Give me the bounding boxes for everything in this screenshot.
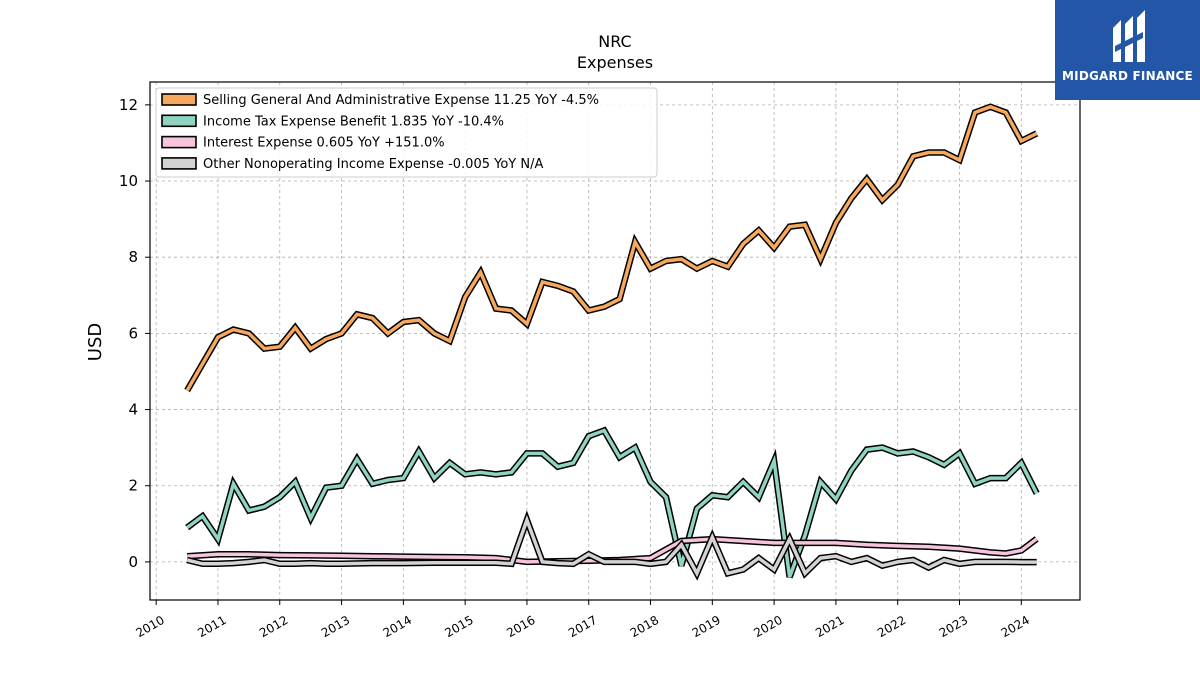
y-tick-label: 8 — [128, 248, 138, 266]
chart-subtitle: Expenses — [577, 53, 653, 72]
y-tick-label: 12 — [119, 96, 138, 114]
legend-label: Interest Expense 0.605 YoY +151.0% — [203, 136, 445, 151]
legend-label: Selling General And Administrative Expen… — [203, 93, 599, 108]
midgard-logo-mark-icon — [1113, 10, 1145, 62]
legend-label: Income Tax Expense Benefit 1.835 YoY -10… — [203, 114, 504, 129]
legend-swatch — [161, 135, 197, 149]
x-tick-label: 2024 — [999, 613, 1032, 640]
plot-frame — [149, 81, 1081, 601]
x-tick-label: 2012 — [257, 613, 290, 640]
x-tick-label: 2014 — [381, 613, 414, 640]
series-3 — [186, 510, 1037, 581]
legend-swatch — [161, 114, 197, 128]
midgard-finance-logo: MIDGARD FINANCE — [1055, 0, 1200, 100]
legend: Selling General And Administrative Expen… — [155, 87, 658, 178]
x-tick-label: 2020 — [751, 613, 784, 640]
x-tick-label: 2022 — [875, 613, 908, 640]
series-line — [185, 104, 1038, 392]
series-layer — [184, 103, 1040, 581]
y-tick-label: 2 — [128, 477, 138, 495]
legend-swatch — [161, 157, 197, 170]
x-tick-label: 2017 — [566, 613, 599, 640]
x-tick-label: 2010 — [133, 613, 166, 640]
x-tick-label: 2016 — [504, 613, 537, 640]
x-tick-label: 2019 — [690, 613, 723, 640]
y-tick-label: 4 — [128, 401, 138, 419]
x-tick-label: 2011 — [195, 613, 228, 640]
series-line — [186, 428, 1039, 578]
y-axis-label: USD — [85, 323, 106, 361]
x-tick-label: 2015 — [442, 613, 475, 640]
legend-box — [155, 87, 658, 178]
logo-text: MIDGARD FINANCE — [1062, 69, 1193, 83]
series-1 — [185, 426, 1040, 579]
legend-label: Other Nonoperating Income Expense -0.005… — [203, 157, 543, 172]
legend-swatch — [161, 93, 197, 106]
x-tick-label: 2018 — [628, 613, 661, 640]
x-tick-label: 2023 — [937, 613, 970, 640]
y-tick-label: 0 — [128, 553, 138, 571]
y-tick-label: 6 — [128, 324, 138, 342]
series-0 — [184, 103, 1039, 393]
chart-title: NRC — [598, 32, 631, 51]
y-tick-label: 10 — [119, 172, 138, 190]
series-line — [186, 514, 1037, 578]
x-tick-label: 2021 — [813, 613, 846, 640]
x-tick-label: 2013 — [319, 613, 352, 640]
